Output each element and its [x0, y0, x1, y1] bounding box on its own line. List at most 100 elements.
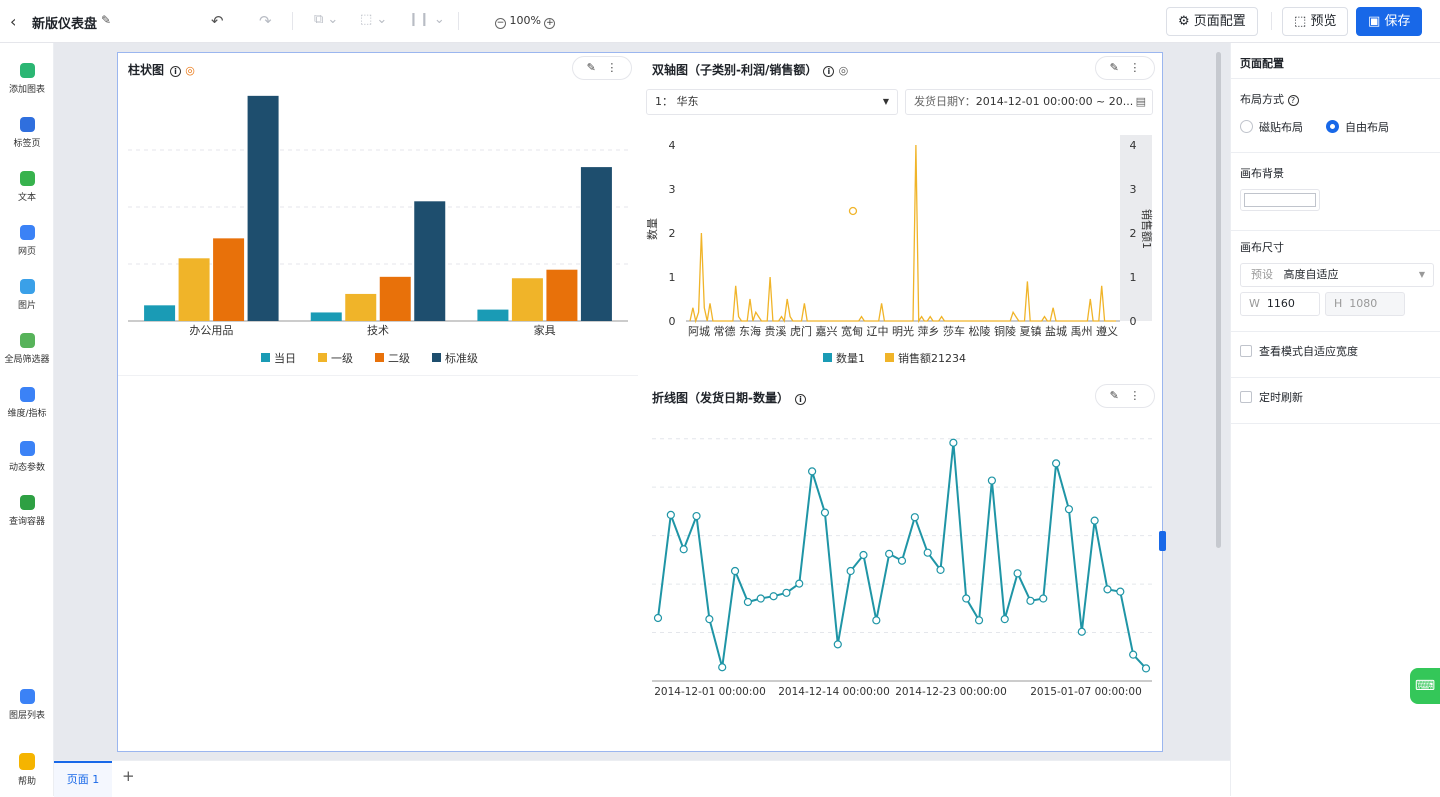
bar-chart-title-text: 柱状图 — [128, 63, 165, 77]
more-icon[interactable]: ⋮ — [1129, 61, 1141, 74]
auto-refresh-label: 定时刷新 — [1259, 391, 1303, 404]
date-filter-label: 发货日期Y： — [914, 95, 976, 108]
data-point — [833, 640, 842, 649]
data-point — [1064, 505, 1074, 514]
save-button[interactable]: ▣ 保存 — [1356, 7, 1423, 36]
data-point — [756, 594, 765, 603]
alert-icon[interactable]: ◎ — [838, 64, 849, 77]
x-tick-label: 夏镇 — [1020, 324, 1042, 338]
back-arrow-icon[interactable]: ‹ — [10, 12, 17, 31]
y-tick-label: 4 — [669, 139, 676, 152]
x-tick-label: 铜陵 — [994, 324, 1016, 338]
region-filter-select[interactable]: 1： 华东 ▼ — [646, 89, 898, 115]
y2-tick-label: 3 — [1130, 183, 1137, 196]
sidebar-item-7[interactable]: 动态参数 — [0, 441, 54, 473]
checkbox-icon — [1240, 391, 1252, 403]
series-line-数量 — [657, 442, 1147, 670]
region-filter-value: 1： 华东 — [655, 95, 699, 108]
preset-label: 预设 — [1251, 268, 1273, 281]
right-axis-band — [1120, 135, 1152, 321]
preset-select[interactable]: 预设 高度自适应 ▼ — [1240, 263, 1434, 287]
adaptive-width-checkbox[interactable]: 查看模式自适应宽度 — [1240, 343, 1358, 359]
canvas-scrollbar[interactable] — [1216, 52, 1221, 548]
alert-icon[interactable]: ◎ — [185, 64, 195, 77]
radio-tile-label: 磁贴布局 — [1259, 121, 1303, 134]
x-tick-label: 嘉兴 — [816, 324, 838, 338]
dual-axis-panel[interactable]: 双轴图（子类别-利润/销售额） i ◎ ✎ ⋮ 1： 华东 ▼ 发货日期Y：2014… — [642, 53, 1162, 376]
radio-free-layout[interactable]: 自由布局 — [1326, 119, 1389, 135]
help-button[interactable]: 帮助 — [0, 753, 54, 787]
data-point — [1090, 516, 1099, 525]
radio-icon — [1240, 120, 1253, 133]
date-filter-value: 2014-12-01 00:00:00 ~ 20... — [975, 95, 1134, 108]
sidebar-item-5[interactable]: 全局筛选器 — [0, 333, 54, 365]
data-point — [692, 511, 701, 521]
sidebar-item-2[interactable]: 文本 — [0, 171, 54, 203]
data-point — [782, 588, 791, 597]
data-marker — [848, 206, 858, 216]
add-page-button[interactable]: + — [122, 767, 135, 785]
edit-title-icon[interactable]: ✎ — [101, 13, 112, 27]
x-tick-label: 萍乡 — [918, 325, 940, 338]
legend-swatch-当日 — [261, 353, 270, 362]
page-config-button[interactable]: ⚙ 页面配置 — [1166, 7, 1258, 36]
tab-page-1[interactable]: 页面 1 — [54, 761, 112, 797]
sidebar-item-4[interactable]: 图片 — [0, 279, 54, 311]
group-icon[interactable]: ⬚ ⌄ — [360, 12, 388, 27]
x-tick-label: 莎车 — [943, 324, 965, 338]
resize-handle[interactable] — [1159, 531, 1166, 551]
width-input[interactable]: W 1160 — [1240, 292, 1320, 316]
line-chart-panel[interactable]: 折线图（发货日期-数量） i ✎ ⋮ 2014-12-01 00:00:00 201… — [642, 381, 1166, 704]
auto-refresh-checkbox[interactable]: 定时刷新 — [1240, 389, 1303, 405]
height-input[interactable]: H 1080 — [1325, 292, 1405, 316]
bg-color-picker[interactable] — [1240, 189, 1320, 211]
bg-label: 画布背景 — [1240, 167, 1284, 180]
add-chart-icon — [19, 63, 35, 78]
legend-swatch-一级 — [318, 353, 327, 362]
x-tick-label: 宽甸 — [841, 324, 863, 338]
sidebar-item-label: 标签页 — [13, 139, 41, 149]
customer-service-button[interactable]: ⌨ — [1410, 668, 1440, 704]
divider — [1231, 331, 1440, 332]
align-icon[interactable]: ❙❙ ⌄ — [408, 12, 445, 27]
help-icon[interactable]: ? — [1287, 95, 1299, 106]
info-icon[interactable]: i — [794, 394, 806, 405]
radio-free-label: 自由布局 — [1345, 121, 1389, 134]
sidebar-item-8[interactable]: 查询容器 — [0, 495, 54, 527]
bar-标准级-技术 — [414, 201, 446, 321]
date-filter-select[interactable]: 发货日期Y：2014-12-01 00:00:00 ~ 20... ▤ — [905, 89, 1153, 115]
sidebar-item-6[interactable]: 维度/指标 — [0, 387, 54, 419]
zoom-in-icon[interactable]: + — [544, 18, 556, 29]
x-tick-label: 虎门 — [790, 324, 812, 338]
radio-tile-layout[interactable]: 磁贴布局 — [1240, 119, 1303, 135]
legend-swatch-标准级 — [432, 353, 441, 362]
sidebar-item-0[interactable]: 添加图表 — [0, 63, 54, 95]
dynamic-param-icon — [19, 441, 35, 456]
undo-icon[interactable]: ↶ — [211, 12, 224, 30]
edit-icon[interactable]: ✎ — [1109, 389, 1119, 402]
sidebar-item-3[interactable]: 网页 — [0, 225, 54, 257]
width-prefix: W — [1249, 297, 1260, 310]
data-point — [1039, 594, 1048, 603]
data-point — [820, 508, 830, 517]
zoom-out-icon[interactable]: − — [495, 18, 506, 29]
info-icon[interactable]: i — [170, 66, 182, 77]
editor-canvas: 柱状图 i ◎ ✎ ⋮ 办公用品 技术 家具 当日 一级 二级 标准级 双轴图（子类别-利润/… — [54, 43, 1230, 760]
edit-icon[interactable]: ✎ — [1109, 61, 1119, 74]
bar-chart-panel[interactable]: 柱状图 i ◎ ✎ ⋮ 办公用品 技术 家具 当日 一级 二级 标准级 — [118, 53, 638, 376]
preview-button[interactable]: ⬚ 预览 — [1282, 7, 1349, 36]
data-point — [718, 663, 727, 672]
width-value: 1160 — [1266, 297, 1295, 310]
calendar-icon: ▤ — [1135, 90, 1146, 114]
help-label: 帮助 — [17, 777, 36, 787]
layer-list-button[interactable]: 图层列表 — [0, 689, 54, 721]
sidebar-item-1[interactable]: 标签页 — [0, 117, 54, 149]
redo-icon[interactable]: ↷ — [259, 12, 272, 30]
copy-icon[interactable]: ⧉ ⌄ — [314, 12, 339, 27]
info-icon[interactable]: i — [823, 66, 835, 77]
more-icon[interactable]: ⋮ — [1129, 389, 1141, 402]
edit-icon[interactable]: ✎ — [586, 61, 596, 74]
panel-tools: ✎ ⋮ — [1095, 384, 1155, 408]
more-icon[interactable]: ⋮ — [606, 61, 618, 74]
gear-icon: ⚙ — [1178, 14, 1190, 29]
